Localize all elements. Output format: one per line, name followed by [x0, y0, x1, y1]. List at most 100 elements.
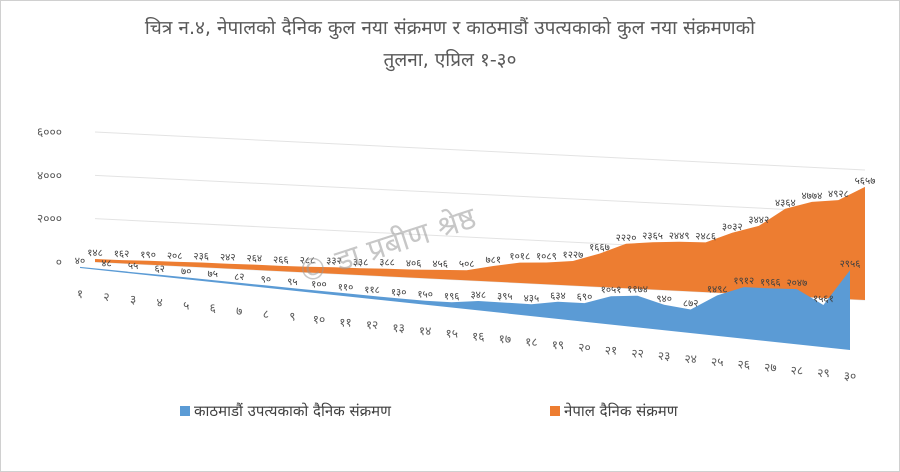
- data-label: ३४४२: [748, 215, 769, 226]
- x-tick-label: २७: [764, 361, 776, 375]
- data-label: ६३४: [550, 291, 566, 302]
- data-label: ४०६: [406, 259, 422, 270]
- legend-swatch: [180, 406, 190, 416]
- x-tick-label: २: [103, 290, 109, 304]
- x-tick-label: २२: [631, 346, 643, 360]
- data-label: ३४८: [470, 290, 486, 301]
- data-label: २३६५: [642, 231, 663, 242]
- data-label: २४२: [220, 253, 236, 264]
- data-label: १५०: [417, 290, 433, 301]
- data-label: ४८: [101, 259, 111, 270]
- chart-title: चित्र न.४, नेपालको दैनिक कुल नया संक्रमण…: [144, 17, 756, 71]
- data-label: १०५१: [601, 285, 622, 296]
- data-label: ११०: [338, 282, 354, 293]
- x-tick-label: ८: [263, 307, 269, 321]
- data-label: १४८: [87, 248, 103, 259]
- x-tick-label: २४: [684, 352, 696, 366]
- data-label: १३०: [391, 287, 407, 298]
- x-tick-label: ५: [183, 298, 189, 312]
- x-tick-label: २१: [605, 344, 617, 358]
- x-tick-label: १४: [419, 324, 431, 338]
- data-label: ८७२: [683, 298, 699, 309]
- data-label: ४३५: [524, 293, 540, 304]
- legend-label: काठमाडौं उपत्यकाको दैनिक संक्रमण: [194, 402, 392, 420]
- x-tick-label: २०: [578, 341, 590, 355]
- data-label: २४८६: [695, 231, 716, 242]
- data-label: १०१८: [509, 252, 530, 263]
- data-label: १९६: [444, 291, 460, 302]
- x-tick-label: १८: [525, 335, 537, 349]
- data-label: २२२०: [616, 233, 637, 244]
- x-tick-label: ६: [210, 301, 216, 315]
- data-label: ५५: [128, 261, 138, 272]
- data-label: ३३८: [353, 257, 369, 268]
- legend-swatch: [550, 406, 560, 416]
- data-label: ६२: [154, 264, 164, 275]
- x-tick-label: २३: [658, 349, 670, 363]
- data-label: २३६: [193, 252, 209, 263]
- data-label: १००: [311, 280, 327, 291]
- data-label: ३९५: [497, 292, 513, 303]
- data-label: ५०८: [459, 259, 475, 270]
- x-tick-label: २५: [711, 355, 723, 369]
- x-tick-label: २६: [738, 358, 750, 372]
- y-tick-label: ४०००: [37, 168, 62, 182]
- data-label: ७०: [181, 266, 191, 277]
- legend-label: नेपाल दैनिक संक्रमण: [564, 402, 679, 420]
- data-label: ६९०: [577, 292, 593, 303]
- data-label: ९५: [287, 277, 297, 288]
- data-label: २९५६: [840, 259, 861, 270]
- x-tick-label: १२: [366, 318, 378, 332]
- data-label: ४५६: [432, 259, 448, 270]
- data-label: २६४: [247, 254, 263, 265]
- x-tick-label: ४: [157, 295, 163, 309]
- area: [80, 266, 850, 350]
- data-label: १४९८: [707, 284, 728, 295]
- data-label: १९०: [140, 250, 156, 261]
- data-label: १२२७: [563, 250, 584, 261]
- y-tick-label: २०००: [37, 212, 62, 226]
- x-tick-label: १५: [445, 327, 457, 341]
- x-tick-label: १३: [392, 321, 404, 335]
- x-tick-label: ७: [236, 304, 242, 318]
- data-label: १०८९: [536, 251, 557, 262]
- data-label: १९१२: [733, 276, 754, 287]
- data-label: ७५: [208, 269, 218, 280]
- data-label: ३८८: [379, 258, 395, 269]
- x-tick-label: १९: [552, 338, 564, 352]
- x-tick-label: ३: [130, 293, 136, 307]
- x-tick-label: ११: [339, 315, 351, 329]
- grid-line: [94, 174, 866, 214]
- data-label: ९०: [261, 274, 271, 285]
- data-label: १९६६: [760, 277, 781, 288]
- data-label: २०८: [167, 251, 183, 262]
- y-tick-label: ०: [56, 255, 62, 269]
- data-label: १६६७: [589, 243, 610, 254]
- x-tick-label: १: [77, 287, 83, 301]
- data-label: २८८: [300, 256, 316, 267]
- data-label: ७८१: [485, 255, 501, 266]
- data-label: ४३६४: [775, 198, 796, 209]
- x-tick-label: १७: [499, 332, 511, 346]
- x-tick-label: १०: [313, 312, 325, 326]
- data-label: ९४०: [656, 294, 672, 305]
- data-label: ११८: [364, 285, 380, 296]
- data-label: ३३२: [326, 256, 342, 267]
- area: [95, 186, 865, 300]
- x-tick-label: १६: [472, 329, 484, 343]
- data-label: १६२: [114, 249, 130, 260]
- x-tick-label: ३०: [844, 369, 856, 383]
- x-tick-label: ९: [289, 310, 295, 324]
- data-label: १५६१: [813, 294, 834, 305]
- data-label: ५६५७: [855, 176, 876, 187]
- data-label: ४९२८: [828, 189, 849, 200]
- data-label: २०४७: [786, 278, 807, 289]
- grid-line: [94, 131, 866, 171]
- data-label: ११७४: [627, 285, 648, 296]
- data-label: ४०: [75, 256, 85, 267]
- y-tick-label: ६०००: [37, 125, 62, 139]
- x-tick-label: २९: [817, 366, 829, 380]
- data-label: ३०३२: [722, 222, 743, 233]
- data-label: ८२: [234, 272, 244, 283]
